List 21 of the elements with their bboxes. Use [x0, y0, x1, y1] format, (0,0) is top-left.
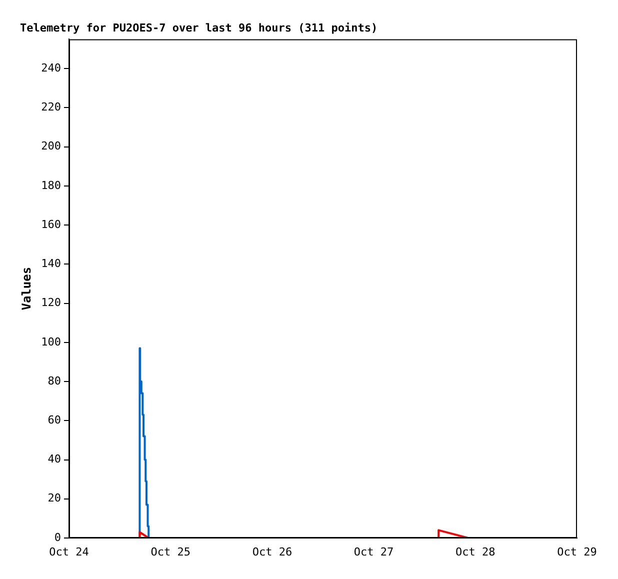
x-tick-label: Oct 28 [456, 545, 496, 558]
x-tick-label: Oct 24 [49, 545, 90, 558]
x-tick-label: Oct 25 [150, 545, 190, 558]
y-tick-label: 80 [48, 374, 61, 388]
y-axis-title: Values [19, 266, 34, 310]
y-tick-label: 20 [48, 492, 61, 505]
y-tick-label: 180 [41, 178, 61, 192]
y-tick-label: 60 [48, 413, 61, 426]
x-tick-label: Oct 26 [252, 545, 292, 558]
y-tick-label: 140 [41, 257, 61, 270]
y-tick-label: 0 [54, 530, 61, 544]
y-tick-label: 100 [41, 335, 61, 348]
chart-title: Telemetry for PU2OES-7 over last 96 hours (311 points) [20, 21, 378, 34]
y-tick-label: 40 [48, 452, 61, 466]
x-tick-label: Oct 29 [557, 545, 597, 558]
y-tick-label: 160 [41, 218, 61, 231]
y-tick-label: 200 [41, 140, 61, 153]
y-tick-label: 240 [41, 61, 61, 74]
y-tick-label: 120 [41, 296, 61, 310]
y-tick-label: 220 [41, 100, 61, 114]
x-tick-label: Oct 27 [354, 545, 394, 558]
